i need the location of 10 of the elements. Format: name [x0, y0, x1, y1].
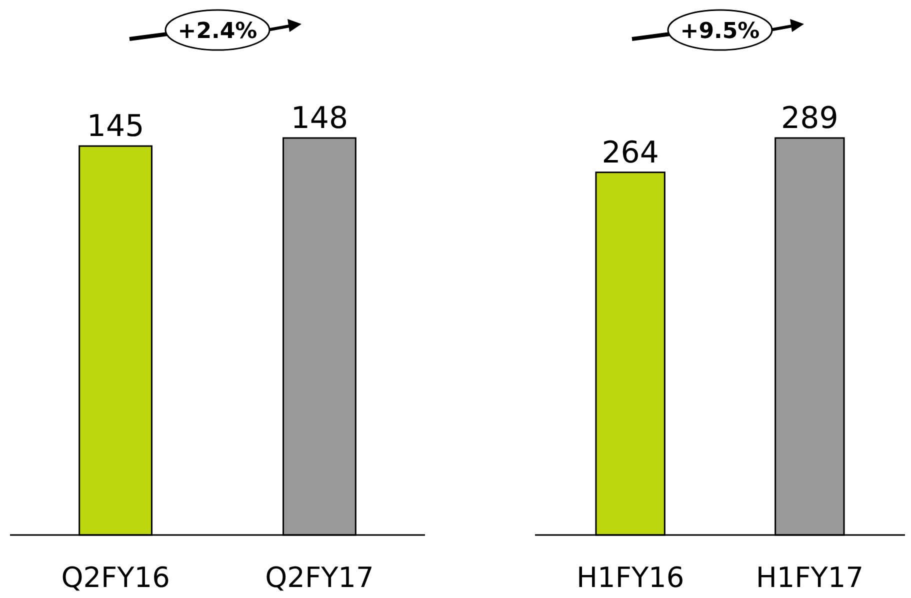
text: +9.5%	[680, 19, 760, 44]
x-tick-label: Q2FY16	[61, 560, 170, 594]
data-label: 148	[290, 101, 348, 136]
x-tick-label: H1FY16	[576, 560, 684, 594]
data-label: 289	[781, 101, 838, 136]
text: +2.4%	[178, 19, 258, 44]
x-tick-label: H1FY17	[756, 560, 864, 594]
data-label: 264	[602, 135, 659, 170]
data-label: 145	[86, 109, 144, 144]
x-tick-label: Q2FY17	[265, 560, 374, 594]
